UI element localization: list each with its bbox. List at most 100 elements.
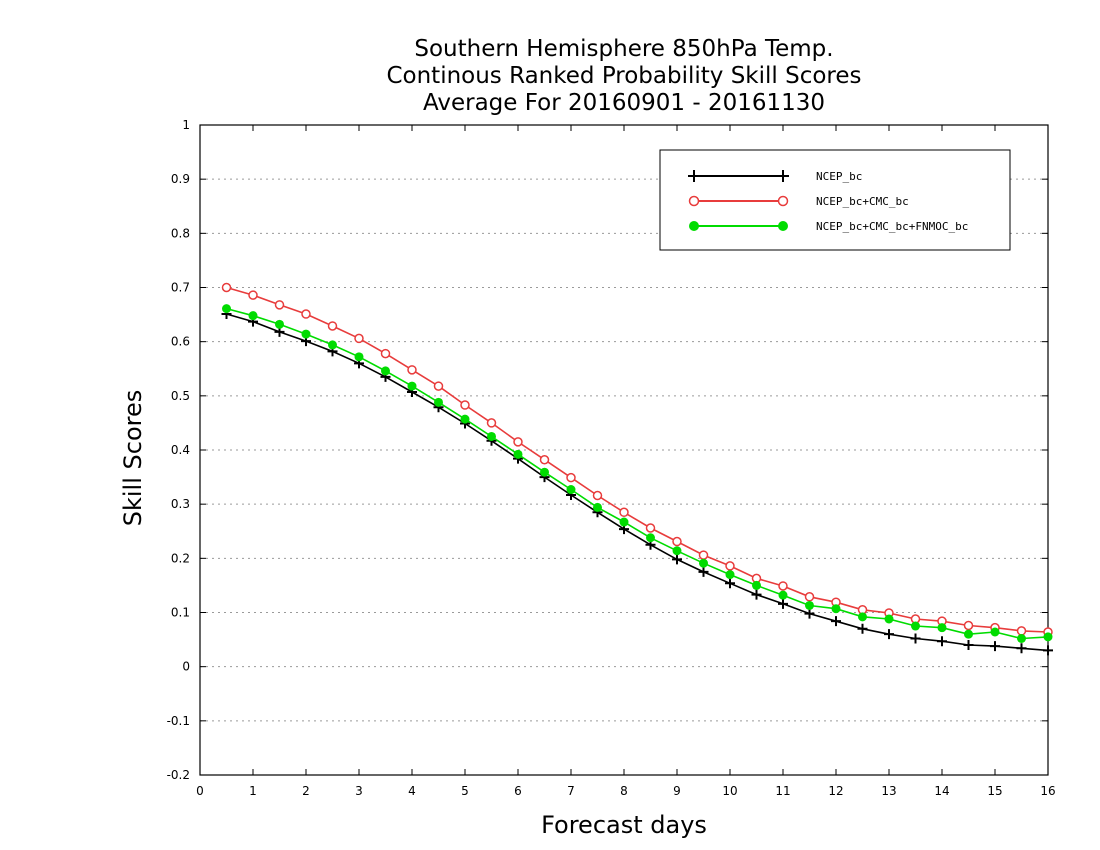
title-line-3: Average For 20160901 - 20161130	[423, 90, 825, 116]
data-point	[672, 536, 682, 547]
data-point	[1016, 643, 1027, 654]
data-point	[646, 533, 655, 543]
legend-entry-ncep: NCEP_bc	[688, 170, 862, 183]
y-tick-label: 0.9	[171, 172, 190, 186]
data-point	[831, 604, 841, 614]
data-point	[460, 414, 470, 424]
data-point	[698, 566, 709, 577]
x-tick-label: 0	[196, 784, 204, 798]
data-point	[778, 598, 788, 609]
data-point	[805, 600, 814, 610]
data-point	[963, 640, 974, 650]
x-tick-label: 5	[461, 784, 469, 798]
chart-title: Southern Hemisphere 850hPa Temp. Contino…	[386, 36, 861, 116]
x-tick-label: 14	[934, 784, 949, 798]
data-point	[274, 300, 285, 310]
x-tick-label: 9	[673, 784, 681, 798]
data-point	[566, 472, 576, 483]
data-point	[858, 612, 867, 622]
data-point	[407, 365, 417, 375]
data-point	[539, 455, 550, 465]
legend-entry-ncep-cmc: NCEP_bc+CMC_bc	[688, 195, 909, 208]
series-ncep-cmc	[221, 282, 1053, 637]
data-point	[964, 629, 973, 639]
data-point	[672, 554, 682, 565]
data-point	[619, 517, 629, 527]
data-point	[592, 490, 603, 501]
data-point	[645, 523, 656, 533]
data-point	[804, 608, 815, 619]
data-point	[804, 592, 815, 602]
title-line-1: Southern Hemisphere 850hPa Temp.	[414, 36, 833, 62]
x-tick-label: 1	[249, 784, 257, 798]
data-point	[884, 629, 894, 640]
x-tick-label: 7	[567, 784, 575, 798]
data-point	[593, 502, 602, 512]
data-point	[1043, 645, 1053, 656]
x-tick-label: 16	[1040, 784, 1055, 798]
data-point	[990, 641, 1000, 652]
series-line-ncep-cmc	[226, 286, 1049, 633]
legend-label-ncep-cmc-fnmoc: NCEP_bc+CMC_bc+FNMOC_bc	[816, 220, 968, 233]
x-tick-label: 10	[722, 784, 737, 798]
y-tick-label: 1	[182, 118, 190, 132]
data-point	[486, 418, 497, 428]
legend: NCEP_bc NCEP_bc+CMC_bc NCEP_bc+CMC_bc+FN…	[659, 149, 1011, 251]
x-tick-label: 4	[408, 784, 416, 798]
x-tick-label: 15	[987, 784, 1002, 798]
series-line-ncep	[226, 313, 1049, 652]
series-layer	[221, 282, 1053, 656]
y-tick-label: 0.5	[171, 389, 190, 403]
open-circle-icon	[688, 195, 789, 207]
data-point	[513, 449, 523, 459]
data-point	[725, 570, 735, 580]
x-tick-label: 11	[775, 784, 790, 798]
title-line-2: Continous Ranked Probability Skill Score…	[386, 63, 861, 89]
y-axis-label: Skill Scores	[119, 390, 147, 527]
data-point	[327, 321, 338, 331]
data-point	[248, 290, 258, 300]
data-point	[937, 636, 947, 647]
data-point	[354, 352, 364, 362]
series-ncep-cmc-fnmoc	[222, 304, 1053, 643]
data-point	[301, 309, 311, 319]
y-tick-label: 0.7	[171, 281, 190, 295]
data-point	[884, 614, 894, 624]
y-tick-label: 0	[182, 660, 190, 674]
data-point	[248, 311, 258, 321]
data-point	[752, 580, 761, 590]
x-tick-label: 8	[620, 784, 628, 798]
data-point	[434, 397, 443, 407]
plus-icon	[688, 170, 789, 182]
y-tick-label: 0.4	[171, 443, 190, 457]
data-point	[275, 319, 284, 329]
filled-circle-icon	[689, 221, 788, 231]
data-point	[699, 558, 708, 568]
y-tick-label: 0.3	[171, 497, 190, 511]
data-point	[1016, 626, 1027, 636]
data-point	[460, 400, 470, 410]
data-point	[301, 329, 311, 339]
legend-entry-ncep-cmc-fnmoc: NCEP_bc+CMC_bc+FNMOC_bc	[689, 220, 968, 233]
series-ncep	[221, 309, 1053, 656]
legend-label-ncep-cmc: NCEP_bc+CMC_bc	[816, 195, 909, 208]
data-point	[487, 431, 496, 441]
data-point	[381, 366, 390, 376]
data-point	[566, 485, 576, 495]
data-point	[407, 381, 417, 391]
data-point	[540, 467, 549, 477]
data-point	[354, 333, 364, 344]
data-point	[910, 633, 921, 644]
data-point	[911, 621, 920, 631]
data-point	[619, 507, 629, 518]
x-tick-label: 2	[302, 784, 310, 798]
data-point	[433, 381, 444, 391]
legend-label-ncep: NCEP_bc	[816, 170, 862, 183]
x-tick-label: 13	[881, 784, 896, 798]
x-tick-label: 3	[355, 784, 363, 798]
x-tick-label: 12	[828, 784, 843, 798]
data-point	[990, 627, 1000, 637]
data-point	[937, 623, 947, 633]
y-tick-label: -0.1	[167, 714, 190, 728]
